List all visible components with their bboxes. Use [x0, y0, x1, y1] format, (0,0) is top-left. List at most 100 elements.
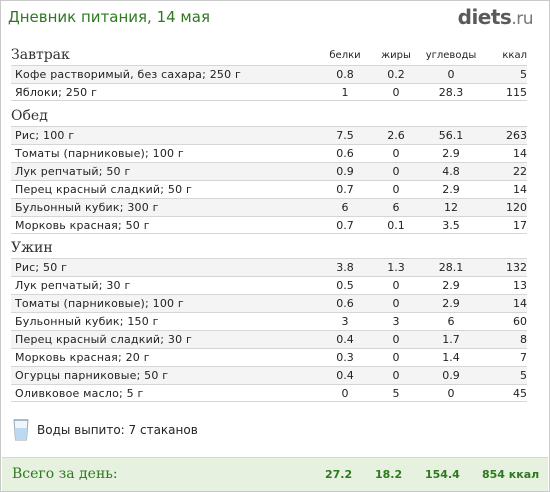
table-row: Перец красный сладкий; 30 г 0.4 0 1.7 8 [11, 330, 527, 348]
carbs-value: 28.3 [438, 86, 464, 99]
kcal-value: 60 [513, 315, 527, 328]
carbs-value: 28.1 [438, 261, 464, 274]
table-row: Кофе растворимый, без сахара; 250 г 0.8 … [11, 65, 527, 83]
total-label: Всего за день: [12, 466, 118, 482]
kcal-value: 8 [520, 333, 527, 346]
fat-value: 3 [392, 315, 400, 328]
table-row: Оливковое масло; 5 г 0 5 0 45 [11, 384, 527, 402]
meal-table-lunch: Рис; 100 г 7.5 2.6 56.1 263 Томаты (парн… [11, 126, 527, 234]
food-name: Лук репчатый; 50 г [15, 165, 131, 178]
total-kcal: 854 ккал [482, 468, 540, 481]
meal-heading-dinner: Ужин [11, 240, 53, 256]
food-name: Огурцы парниковые; 50 г [15, 369, 169, 382]
food-name: Лук репчатый; 30 г [15, 279, 131, 292]
water-glass-icon [13, 419, 29, 441]
protein-value: 6 [341, 201, 349, 214]
kcal-value: 115 [506, 86, 527, 99]
fat-value: 0 [392, 297, 400, 310]
meal-table-breakfast: Кофе растворимый, без сахара; 250 г 0.8 … [11, 65, 527, 101]
carbs-value: 2.9 [442, 183, 460, 196]
kcal-value: 5 [520, 369, 527, 382]
carbs-value: 6 [447, 315, 455, 328]
carbs-value: 2.9 [442, 279, 460, 292]
protein-value: 0.4 [336, 333, 354, 346]
logo-suffix: .ru [511, 9, 533, 29]
protein-value: 0.6 [336, 297, 354, 310]
protein-value: 0.9 [336, 165, 354, 178]
food-name: Томаты (парниковые); 100 г [15, 297, 184, 310]
table-row: Перец красный сладкий; 50 г 0.7 0 2.9 14 [11, 180, 527, 198]
meal-table-dinner: Рис; 50 г 3.8 1.3 28.1 132 Лук репчатый;… [11, 258, 527, 402]
fat-value: 0 [392, 86, 400, 99]
carbs-value: 12 [444, 201, 458, 214]
kcal-value: 14 [513, 147, 527, 160]
table-row: Рис; 50 г 3.8 1.3 28.1 132 [11, 258, 527, 276]
column-header-carbs: углеводы [425, 50, 477, 61]
food-name: Перец красный сладкий; 50 г [15, 183, 192, 196]
kcal-value: 45 [513, 387, 527, 400]
fat-value: 0 [392, 333, 400, 346]
meal-heading-breakfast: Завтрак [11, 47, 70, 63]
carbs-value: 1.7 [442, 333, 460, 346]
table-row: Яблоки; 250 г 1 0 28.3 115 [11, 83, 527, 101]
site-logo[interactable]: diets.ru [457, 5, 534, 29]
table-row: Морковь красная; 20 г 0.3 0 1.4 7 [11, 348, 527, 366]
food-name: Бульонный кубик; 300 г [15, 201, 159, 214]
table-row: Лук репчатый; 50 г 0.9 0 4.8 22 [11, 162, 527, 180]
kcal-value: 5 [520, 68, 527, 81]
table-row: Бульонный кубик; 300 г 6 6 12 120 [11, 198, 527, 216]
kcal-value: 14 [513, 183, 527, 196]
food-name: Перец красный сладкий; 30 г [15, 333, 192, 346]
table-row: Огурцы парниковые; 50 г 0.4 0 0.9 5 [11, 366, 527, 384]
day-total-bar: Всего за день: 27.2 18.2 154.4 854 ккал [2, 457, 548, 491]
kcal-value: 7 [520, 351, 527, 364]
table-row: Рис; 100 г 7.5 2.6 56.1 263 [11, 126, 527, 144]
carbs-value: 0 [447, 68, 455, 81]
table-row: Томаты (парниковые); 100 г 0.6 0 2.9 14 [11, 144, 527, 162]
kcal-value: 263 [506, 129, 527, 142]
table-row: Лук репчатый; 30 г 0.5 0 2.9 13 [11, 276, 527, 294]
fat-value: 0 [392, 369, 400, 382]
page-title: Дневник питания, 14 мая [8, 8, 210, 26]
food-name: Кофе растворимый, без сахара; 250 г [15, 68, 241, 81]
logo-main: diets [457, 5, 512, 29]
carbs-value: 2.9 [442, 297, 460, 310]
protein-value: 3.8 [336, 261, 354, 274]
fat-value: 0.2 [387, 68, 405, 81]
protein-value: 0.8 [336, 68, 354, 81]
protein-value: 0.4 [336, 369, 354, 382]
carbs-value: 3.5 [442, 219, 460, 232]
food-name: Рис; 50 г [15, 261, 68, 274]
meal-heading-lunch: Обед [11, 108, 48, 124]
fat-value: 0 [392, 351, 400, 364]
water-text: Воды выпито: 7 стаканов [37, 423, 198, 437]
kcal-value: 14 [513, 297, 527, 310]
food-name: Оливковое масло; 5 г [15, 387, 144, 400]
table-row: Бульонный кубик; 150 г 3 3 6 60 [11, 312, 527, 330]
carbs-value: 1.4 [442, 351, 460, 364]
protein-value: 0.5 [336, 279, 354, 292]
table-row: Морковь красная; 50 г 0.7 0.1 3.5 17 [11, 216, 527, 234]
fat-value: 0 [392, 165, 400, 178]
fat-value: 0 [392, 183, 400, 196]
fat-value: 0 [392, 147, 400, 160]
protein-value: 0.7 [336, 183, 354, 196]
kcal-value: 22 [513, 165, 527, 178]
protein-value: 7.5 [336, 129, 354, 142]
total-protein: 27.2 [325, 468, 353, 481]
column-header-protein: белки [329, 50, 361, 61]
food-name: Рис; 100 г [15, 129, 75, 142]
food-name: Томаты (парниковые); 100 г [15, 147, 184, 160]
carbs-value: 56.1 [438, 129, 464, 142]
protein-value: 0.7 [336, 219, 354, 232]
food-name: Морковь красная; 50 г [15, 219, 150, 232]
protein-value: 1 [341, 86, 349, 99]
food-name: Морковь красная; 20 г [15, 351, 150, 364]
kcal-value: 13 [513, 279, 527, 292]
column-header-kcal: ккал [502, 50, 527, 61]
kcal-value: 132 [506, 261, 527, 274]
fat-value: 5 [392, 387, 400, 400]
total-carbs: 154.4 [425, 468, 460, 481]
protein-value: 0.6 [336, 147, 354, 160]
